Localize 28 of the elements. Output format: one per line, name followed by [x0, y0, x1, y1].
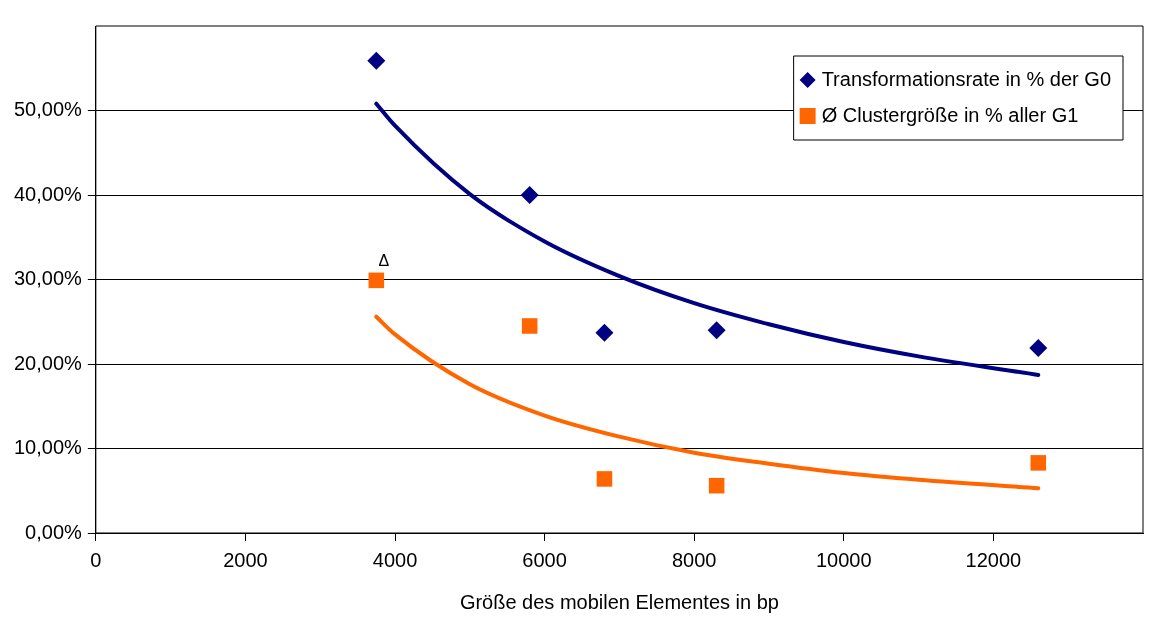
- y-tick-label: 20,00%: [13, 351, 83, 374]
- x-tick-label: 0: [90, 548, 102, 571]
- y-tick-label: 40,00%: [13, 182, 83, 205]
- annotation: Δ: [378, 252, 390, 270]
- x-axis-title: Größe des mobilen Elementes in bp: [459, 590, 779, 613]
- y-tick-label: 10,00%: [13, 436, 83, 459]
- point: [596, 471, 613, 487]
- x-tick-label: 4000: [372, 548, 418, 571]
- point: [367, 51, 386, 70]
- point: [520, 186, 539, 204]
- legend-label: Ø Clustergröße in % aller G1: [821, 103, 1079, 126]
- x-tick-label: 10000: [816, 548, 872, 571]
- y-tick-label: 30,00%: [13, 267, 83, 290]
- legend-label: Transformationsrate in % der G0: [821, 67, 1111, 90]
- y-tick-label: 0,00%: [25, 520, 83, 543]
- x-tick-label: 8000: [671, 548, 717, 571]
- point: [707, 321, 726, 340]
- point: [708, 477, 725, 494]
- line-series: [374, 314, 1041, 491]
- x-tick-label: 12000: [965, 548, 1022, 571]
- y-tick-label: 50,00%: [13, 98, 83, 121]
- point: [521, 318, 538, 334]
- point: [595, 323, 614, 342]
- point: [368, 272, 385, 289]
- point: [1030, 455, 1047, 471]
- x-tick-label: 6000: [522, 548, 567, 571]
- point: [1029, 338, 1048, 357]
- x-tick-label: 2000: [223, 548, 268, 571]
